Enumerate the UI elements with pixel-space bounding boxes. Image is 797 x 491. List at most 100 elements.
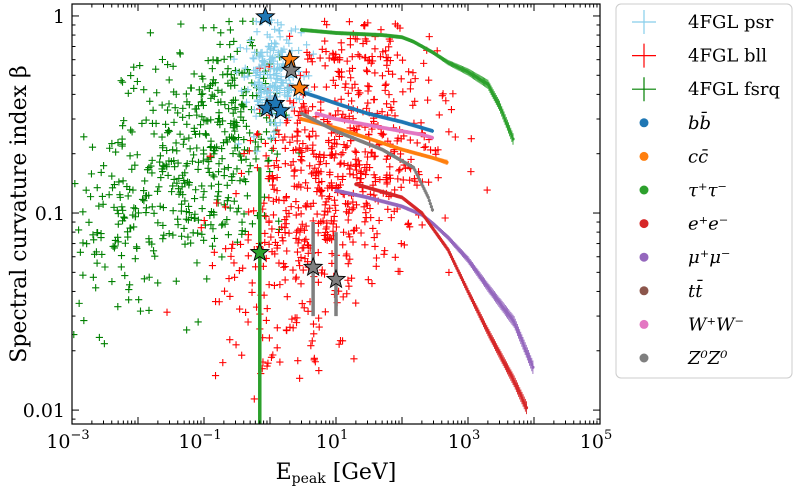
bll-point: [342, 80, 350, 88]
bll-point: [413, 139, 421, 147]
fsrq-point: [108, 139, 116, 148]
bb-star-marker: [270, 100, 291, 120]
bll-point: [327, 145, 336, 153]
fsrq-point: [93, 259, 101, 267]
bll-point: [297, 210, 305, 218]
bll-point: [305, 132, 313, 140]
bll-point: [289, 146, 297, 155]
psr-point: [288, 103, 296, 111]
bll-point: [368, 279, 376, 288]
bll-point: [271, 250, 279, 258]
fsrq-point: [45, 152, 52, 159]
psr-point: [250, 55, 258, 63]
legend-label-WW: W⁺W⁻: [688, 314, 744, 335]
fsrq-point: [114, 210, 122, 218]
fsrq-point: [136, 307, 145, 315]
bll-point: [282, 220, 290, 228]
psr-point: [236, 44, 244, 52]
fsrq-point: [193, 144, 201, 152]
fsrq-point: [131, 255, 139, 263]
bll-point: [294, 111, 302, 120]
psr-point: [295, 68, 303, 76]
fsrq-point: [184, 233, 192, 241]
bll-point: [290, 167, 298, 175]
bll-point: [248, 279, 256, 287]
fsrq-point: [154, 219, 162, 227]
bll-point: [303, 184, 312, 192]
bll-point: [275, 196, 283, 204]
bll-point: [372, 254, 381, 262]
bll-point: [387, 214, 395, 222]
fsrq-point: [199, 157, 207, 165]
bll-point: [311, 358, 319, 366]
fsrq-point: [223, 181, 231, 189]
fsrq-point: [160, 231, 168, 239]
fsrq-point: [164, 129, 172, 137]
bll-point: [407, 155, 415, 164]
fsrq-point: [237, 156, 246, 164]
fsrq-point: [177, 207, 185, 215]
bll-point: [281, 215, 289, 224]
psr-point: [273, 60, 282, 68]
bll-point: [269, 211, 278, 219]
bll-point: [381, 86, 389, 94]
fsrq-point: [183, 98, 191, 106]
bll-point: [348, 64, 357, 73]
bll-point: [383, 61, 391, 69]
bll-point: [260, 291, 268, 299]
bll-point: [344, 260, 352, 268]
bll-point: [288, 315, 296, 323]
bll-point: [418, 221, 426, 229]
fsrq-point: [148, 169, 156, 177]
fsrq-point: [146, 29, 155, 37]
bll-point: [300, 304, 308, 312]
bll-point: [371, 69, 379, 77]
bll-point: [343, 142, 351, 150]
bll-point: [405, 68, 413, 76]
bll-point: [406, 85, 415, 93]
bll-point: [370, 95, 378, 104]
bll-point: [272, 157, 281, 165]
psr-point: [267, 74, 275, 82]
fsrq-point: [202, 131, 210, 139]
fsrq-point: [233, 165, 241, 173]
bll-point: [352, 148, 360, 157]
bll-point: [295, 257, 303, 265]
bll-point: [393, 22, 402, 30]
bll-point: [225, 274, 233, 283]
bll-point: [265, 281, 273, 289]
fsrq-point: [254, 143, 262, 151]
fsrq-point: [243, 192, 251, 200]
bll-point: [279, 136, 287, 144]
bll-point: [317, 168, 325, 176]
bll-point: [274, 228, 283, 237]
curve-mumu: [334, 188, 535, 374]
legend-frame: [615, 3, 793, 379]
fsrq-point: [260, 212, 269, 220]
bll-point: [365, 56, 374, 64]
bll-point: [413, 181, 421, 189]
fsrq-point: [126, 281, 134, 289]
bll-point: [384, 53, 392, 62]
legend-label-ZZ: Z⁰Z⁰: [687, 348, 727, 369]
bll-point: [337, 39, 345, 47]
bll-point: [363, 37, 371, 45]
bll-point: [425, 33, 433, 41]
fsrq-point: [181, 197, 189, 205]
tick-layer: [71, 4, 601, 424]
bll-point: [332, 206, 340, 214]
psr-point: [271, 39, 279, 47]
bll-point: [330, 55, 338, 63]
legend-label-cc: cc̄: [688, 146, 708, 167]
fsrq-point: [152, 65, 160, 73]
fsrq-point: [237, 101, 246, 109]
y-tick-label: 0.01: [23, 400, 65, 422]
fsrq-point: [188, 157, 197, 165]
fsrq-point: [119, 177, 127, 185]
psr-point: [271, 25, 279, 33]
fsrq-point: [179, 113, 187, 121]
bll-point: [269, 144, 277, 152]
bll-point: [317, 106, 325, 114]
bll-point: [410, 175, 419, 183]
plot-frame: [71, 3, 601, 425]
